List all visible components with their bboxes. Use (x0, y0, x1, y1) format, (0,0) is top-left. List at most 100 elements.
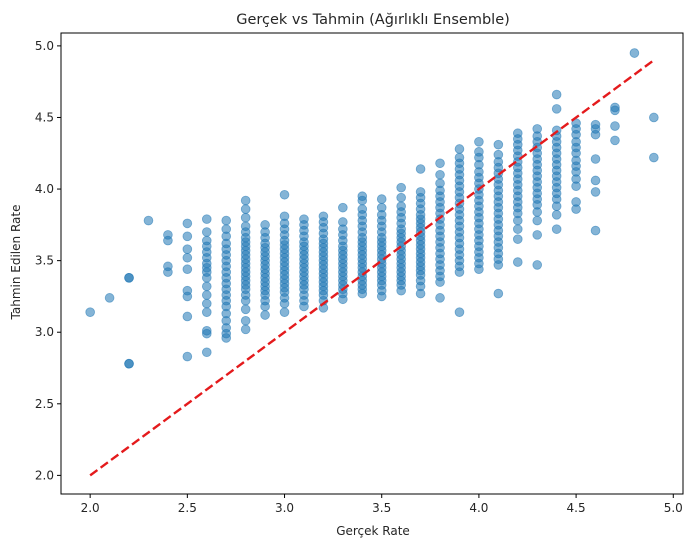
data-point (221, 215, 232, 226)
data-point (357, 204, 368, 214)
data-point (104, 293, 115, 303)
data-point (649, 152, 659, 163)
data-point (338, 217, 348, 227)
points-layer (85, 48, 659, 369)
x-axis-label: Gerçek Rate (336, 524, 410, 538)
data-point (493, 149, 504, 160)
data-point (474, 137, 484, 147)
data-point (590, 187, 601, 197)
data-point (240, 212, 251, 223)
data-point (299, 214, 309, 224)
data-point (590, 225, 601, 236)
data-point (182, 252, 193, 263)
data-point (532, 215, 543, 226)
data-point (590, 175, 601, 186)
y-tick-label: 4.5 (35, 110, 54, 124)
data-point (240, 204, 251, 214)
x-tick-label: 2.0 (81, 501, 100, 515)
data-point (376, 194, 387, 204)
data-point (163, 261, 173, 272)
data-point (396, 182, 406, 193)
data-point (318, 211, 329, 222)
data-point (182, 311, 193, 322)
x-tick-label: 3.0 (275, 501, 294, 515)
data-point (201, 227, 212, 237)
y-tick-label: 3.5 (35, 254, 54, 268)
data-point (240, 221, 251, 232)
data-point (551, 89, 562, 100)
data-point (512, 128, 523, 139)
data-point (201, 298, 212, 309)
data-point (260, 310, 270, 320)
data-point (551, 224, 562, 234)
data-point (201, 325, 212, 336)
data-point (454, 144, 465, 154)
data-point (512, 224, 523, 234)
data-point (493, 288, 504, 299)
data-point (454, 307, 465, 317)
data-point (629, 48, 640, 58)
data-point (590, 154, 601, 164)
x-tick-label: 4.5 (567, 501, 586, 515)
data-point (201, 214, 212, 224)
data-point (571, 197, 581, 207)
chart-title: Gerçek vs Tahmin (Ağırlıklı Ensemble) (236, 12, 510, 28)
plot-frame (60, 32, 684, 495)
data-point (454, 152, 465, 163)
data-point (396, 201, 406, 212)
data-point (610, 135, 620, 146)
data-point (532, 230, 543, 240)
y-tick-label: 3.0 (35, 325, 54, 339)
data-point (415, 187, 426, 197)
data-point (649, 112, 659, 123)
data-point (396, 192, 406, 203)
y-tick-label: 2.0 (35, 468, 54, 482)
y-axis-label: Tahmin Edilen Rate (9, 205, 23, 321)
data-point (143, 215, 154, 226)
data-point (435, 158, 445, 169)
data-point (201, 281, 212, 292)
data-point (532, 260, 543, 270)
data-point (551, 210, 562, 220)
data-point (532, 124, 543, 134)
data-point (435, 293, 445, 303)
data-point (201, 290, 212, 300)
data-point (201, 235, 212, 246)
data-point (182, 264, 193, 275)
data-point (474, 147, 484, 157)
data-point (182, 231, 193, 242)
x-tick-label: 2.5 (178, 501, 197, 515)
data-point (124, 358, 134, 369)
data-point (182, 351, 193, 362)
data-point (512, 234, 523, 244)
data-point (415, 164, 426, 174)
data-point (435, 178, 445, 189)
x-tick-label: 3.5 (372, 501, 391, 515)
data-point (279, 211, 290, 222)
data-point (493, 139, 504, 150)
data-point (201, 347, 212, 358)
data-point (221, 224, 232, 234)
data-point (260, 220, 270, 230)
data-point (240, 315, 251, 326)
data-point (124, 273, 134, 283)
axes-layer: 2.0 2.5 3.0 3.5 4.0 4.5 5.0 2.0 2.5 3.0 3.5 4.0 4.5 5… (35, 32, 684, 515)
data-point (85, 307, 95, 317)
data-point (357, 191, 368, 202)
data-point (279, 307, 290, 317)
x-tick-label: 5.0 (664, 501, 683, 515)
data-point (182, 244, 193, 254)
data-point (182, 218, 193, 229)
data-point (163, 230, 173, 240)
data-point (610, 121, 620, 131)
data-point (376, 202, 387, 213)
data-point (435, 169, 445, 180)
data-point (590, 119, 601, 130)
data-point (279, 189, 290, 200)
data-point (182, 285, 193, 296)
data-point (551, 104, 562, 114)
data-point (338, 202, 348, 213)
data-point (240, 304, 251, 315)
